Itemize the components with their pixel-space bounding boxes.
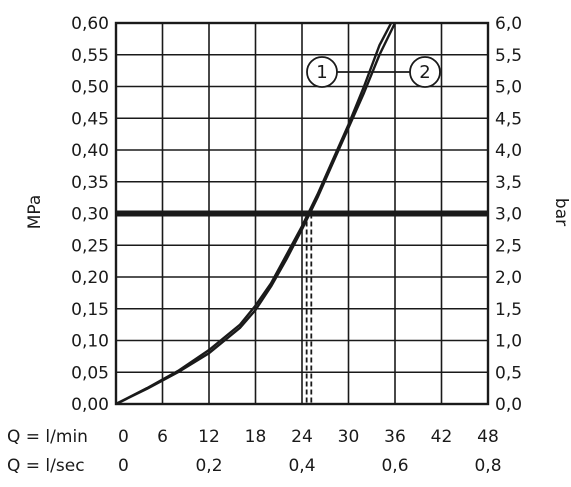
right-tick-label: 2,5 [495,236,522,256]
right-tick-label: 1,5 [495,300,522,320]
x-lmin-tick-label: 36 [384,427,406,447]
left-tick-label: 0,50 [71,78,109,98]
x-lsec-tick-label: 0,6 [381,456,408,476]
left-tick-label: 0,05 [71,363,109,383]
right-tick-label: 3,5 [495,173,522,193]
right-tick-label: 0,5 [495,363,522,383]
x-lmin-tick-label: 42 [431,427,453,447]
right-tick-label: 4,0 [495,141,522,161]
x-lsec-tick-label: 0 [118,456,129,476]
x-lmin-tick-label: 24 [291,427,313,447]
left-tick-label: 0,35 [71,173,109,193]
callout-circle-2 [409,56,441,88]
x-axis-lmin-label: Q = l/min [7,427,88,447]
right-tick-label: 1,0 [495,332,522,352]
series-curves [115,22,397,406]
left-tick-label: 0,55 [71,46,109,66]
right-tick-label: 4,5 [495,109,522,129]
right-tick-label: 2,0 [495,268,522,288]
left-tick-label: 0,10 [71,332,109,352]
right-tick-label: 5,5 [495,46,522,66]
right-tick-label: 5,0 [495,78,522,98]
left-axis-title: MPa [25,195,45,230]
series-line-2 [115,22,397,406]
left-axis-ticks: 0,00 0,05 0,10 0,15 0,20 0,25 0,30 0,35 0,40 0,45… [71,14,109,415]
x-lmin-tick-label: 0 [118,427,129,447]
right-tick-label: 0,0 [495,395,522,415]
plot-border [114,21,490,406]
x-axis-lsec-label: Q = l/sec [7,456,85,476]
left-tick-label: 0,15 [71,300,109,320]
left-tick-label: 0,40 [71,141,109,161]
right-axis-title: bar [551,198,571,226]
left-tick-label: 0,20 [71,268,109,288]
x-axis-lmin-ticks: 0 6 12 18 24 30 36 42 48 [118,427,499,447]
x-lmin-tick-label: 6 [157,427,168,447]
x-lmin-tick-label: 18 [245,427,267,447]
left-tick-label: 0,30 [71,205,109,225]
right-tick-label: 3,0 [495,205,522,225]
right-tick-label: 6,0 [495,14,522,34]
right-axis-ticks: 0,0 0,5 1,0 1,5 2,0 2,5 3,0 3,5 4,0 4,5 5,0 5,5 6,0 [495,14,522,415]
x-lmin-tick-label: 12 [198,427,220,447]
x-lsec-tick-label: 0,8 [474,456,501,476]
x-axis-lsec-ticks: 0 0,2 0,4 0,6 0,8 [118,456,502,476]
left-tick-label: 0,60 [71,14,109,34]
left-tick-label: 0,45 [71,109,109,129]
reference-lines [116,210,488,404]
series-line-1 [115,22,393,406]
x-lsec-tick-label: 0,2 [195,456,222,476]
callout-label-2: 2 [419,62,430,83]
plot-frame [114,21,490,406]
x-lmin-tick-label: 48 [477,427,499,447]
left-tick-label: 0,25 [71,236,109,256]
callout-circle-1 [306,56,338,88]
callout-label-1: 1 [316,62,327,83]
x-lmin-tick-label: 30 [338,427,360,447]
left-tick-label: 0,00 [71,395,109,415]
x-lsec-tick-label: 0,4 [288,456,315,476]
